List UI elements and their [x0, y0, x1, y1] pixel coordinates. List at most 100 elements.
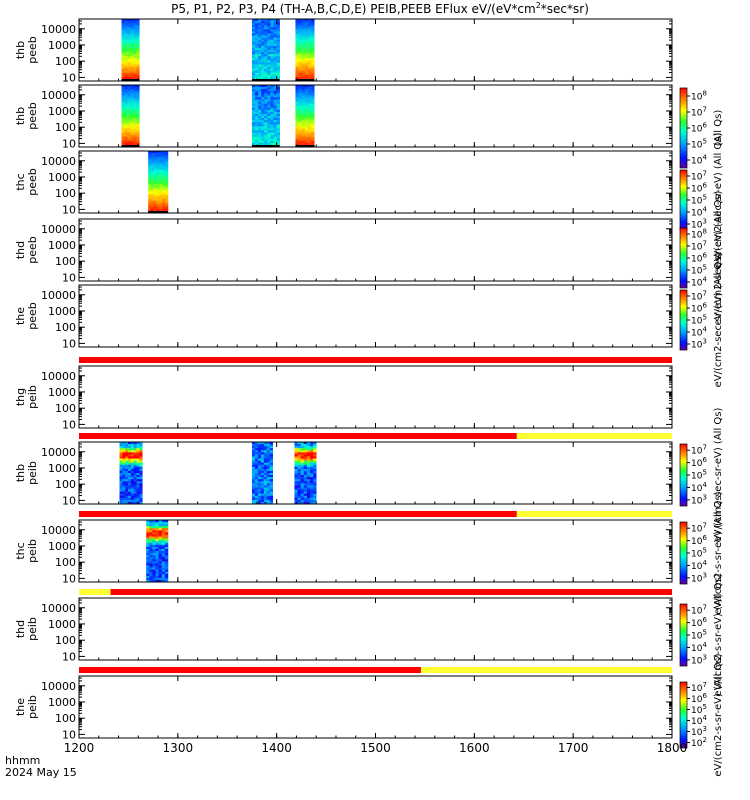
- colorbar-tick-label: 108: [691, 90, 707, 103]
- panel-probe-label: the: [14, 698, 27, 716]
- y-tick-label: 10: [62, 137, 76, 150]
- colorbar-tick-label: 103: [691, 571, 707, 584]
- y-tick-label: 100: [55, 55, 76, 68]
- fill-value-marker: [295, 79, 315, 81]
- colorbar-tick-label: 102: [691, 736, 707, 749]
- panel-frame: [78, 218, 673, 282]
- y-tick-label: 10000: [41, 680, 76, 693]
- y-tick-label: 100: [55, 121, 76, 134]
- colorbar-tick-label: 104: [691, 326, 707, 339]
- panel-frame: [78, 84, 673, 148]
- panel-frame: [78, 597, 673, 661]
- panel-probe-label: thd: [14, 620, 27, 638]
- panel-probe-label: thg: [14, 388, 27, 406]
- panel-thb-peeb: 10 100 1000 10000 thb peeb: [14, 18, 673, 84]
- y-tick-label: 10: [62, 650, 76, 663]
- y-tick-label: 100: [55, 712, 76, 725]
- y-tick-label: 100: [55, 255, 76, 268]
- y-tick-label: 10000: [41, 370, 76, 383]
- colorbar-tick-label: 104: [691, 559, 707, 572]
- colorbar-tick-label: 106: [691, 182, 707, 195]
- y-tick-label: 10000: [41, 446, 76, 459]
- y-tick-label: 10000: [41, 23, 76, 36]
- spectrogram-block: [146, 520, 169, 583]
- spectrogram-block: [121, 85, 140, 148]
- panel-thd-peeb: 10 100 1000 10000 thd peeb: [14, 218, 673, 284]
- y-tick-label: 10000: [41, 223, 76, 236]
- colorbar-tick-label: 106: [691, 122, 707, 135]
- panel-the-peib: 10 100 1000 10000 the peib: [14, 667, 673, 741]
- y-tick-label: 100: [55, 187, 76, 200]
- fill-value-marker: [251, 79, 280, 81]
- colorbar-tick-label: 108: [691, 228, 707, 241]
- panel-frame: [78, 365, 673, 429]
- colorbar-tick-label: 104: [691, 481, 707, 494]
- colorbar-scale: [679, 289, 688, 351]
- panel-thb-peeb: 10 100 1000 10000 thb peeb: [14, 84, 673, 150]
- panel-instrument-label: peib: [26, 695, 39, 719]
- spectrogram-block: [251, 85, 280, 148]
- spectrogram-block: [251, 442, 274, 505]
- panel-probe-label: thb: [14, 464, 27, 482]
- x-axis-label-date: 2024 May 15: [5, 766, 77, 779]
- status-bar-segment: [79, 433, 517, 439]
- y-tick-label: 10000: [41, 524, 76, 537]
- y-tick-label: 10000: [41, 602, 76, 615]
- status-bar-segment: [79, 511, 517, 517]
- y-tick-label: 10: [62, 418, 76, 431]
- y-tick-label: 100: [55, 402, 76, 415]
- x-tick-label: 1200: [64, 741, 95, 755]
- y-tick-label: 10: [62, 572, 76, 585]
- y-tick-label: 10: [62, 203, 76, 216]
- colorbar-tick-label: 104: [691, 276, 707, 289]
- colorbar-scale: [679, 681, 688, 749]
- panel-instrument-label: peib: [26, 461, 39, 485]
- y-tick-label: 1000: [48, 171, 76, 184]
- y-tick-label: 10: [62, 271, 76, 284]
- colorbar-title: (All Qs): [713, 110, 724, 147]
- colorbar-tick-label: 104: [691, 206, 707, 219]
- colorbar-title: eV/(cm2-s-sr-eV) (All Qs): [713, 491, 724, 614]
- colorbar-title: eV/(cm2-sec-sr-eV) (All Qs): [713, 408, 724, 543]
- panel-instrument-label: peib: [26, 539, 39, 563]
- colorbar-tick-label: 105: [691, 314, 707, 327]
- colorbar-tick-label: 107: [691, 522, 707, 535]
- fill-value-marker: [121, 145, 140, 147]
- status-bar-segment: [516, 433, 672, 439]
- status-bar-segment: [79, 589, 111, 595]
- colorbar-scale: [679, 227, 688, 289]
- panel-probe-label: the: [14, 307, 27, 325]
- panel-frame: [78, 284, 673, 348]
- colorbar-tick-label: 103: [691, 725, 707, 738]
- panel-thc-peib: 10 100 1000 10000 thc peib: [14, 511, 673, 585]
- colorbar-scale: [679, 603, 688, 667]
- colorbar-title: eV/(cm2-s-sr-eV) (All Qs): [713, 653, 724, 776]
- y-tick-label: 1000: [48, 618, 76, 631]
- panel-frame: [78, 675, 673, 739]
- colorbar-tick-label: 106: [691, 692, 707, 705]
- x-tick-label: 1500: [360, 741, 391, 755]
- y-tick-label: 1000: [48, 305, 76, 318]
- spectrogram-block: [119, 442, 143, 505]
- colorbar-tick-label: 106: [691, 616, 707, 629]
- y-tick-label: 10000: [41, 289, 76, 302]
- colorbar-tick-label: 104: [691, 714, 707, 727]
- colorbar-tick-label: 105: [691, 264, 707, 277]
- colorbar-tick-label: 107: [691, 444, 707, 457]
- x-tick-label: 1400: [261, 741, 292, 755]
- colorbar-tick-label: 105: [691, 138, 707, 151]
- colorbar-tick-label: 103: [691, 493, 707, 506]
- colorbar-tick-label: 105: [691, 194, 707, 207]
- y-tick-label: 100: [55, 321, 76, 334]
- x-tick-label: 1700: [558, 741, 589, 755]
- y-tick-label: 1000: [48, 696, 76, 709]
- panel-frame: [78, 18, 673, 82]
- x-axis: hhmm 2024 May 15 1200 1300 1400 1500 1600 170…: [5, 741, 687, 779]
- colorbar-tick-label: 103: [691, 653, 707, 666]
- panel-thc-peeb: 10 100 1000 10000 thc peeb: [14, 150, 673, 216]
